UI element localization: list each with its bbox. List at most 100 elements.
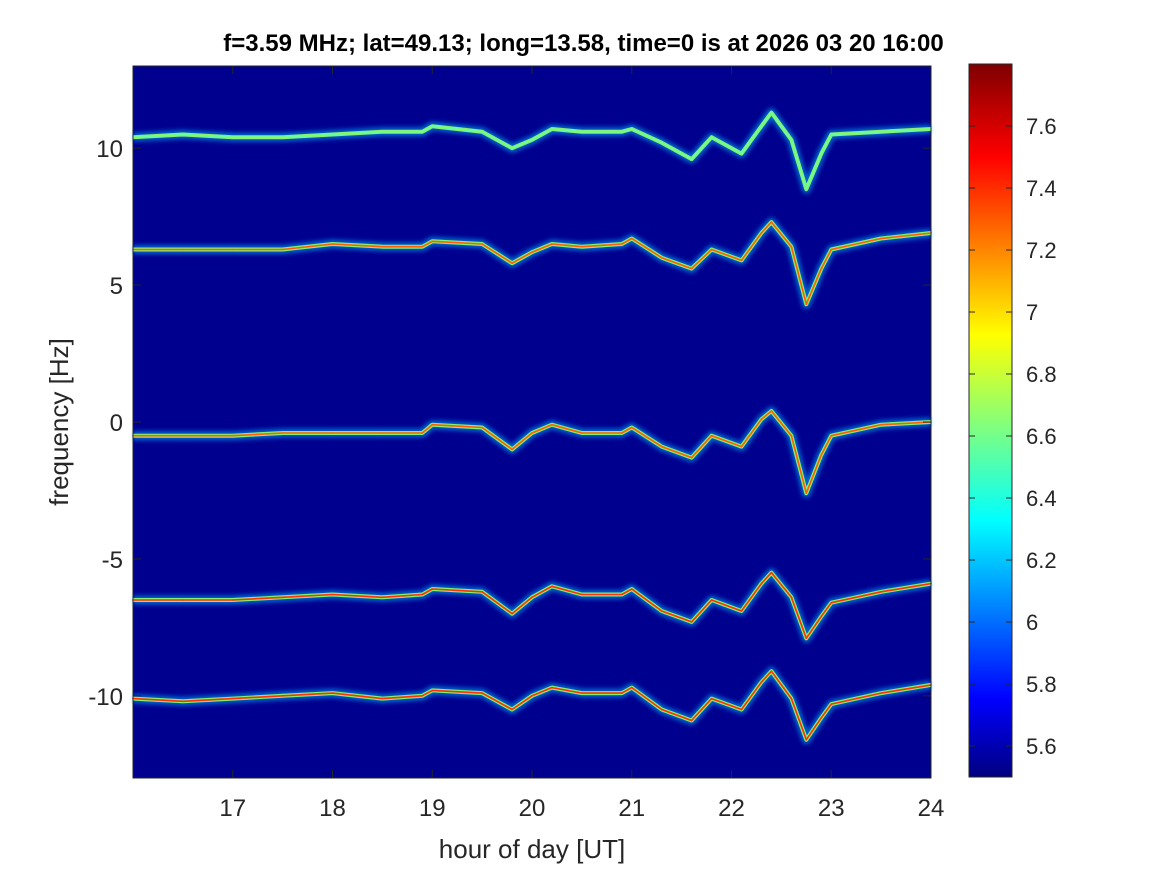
y-tick-label: -10 <box>88 684 123 711</box>
trace-2-point <box>281 248 284 251</box>
trace-4-point <box>740 610 743 612</box>
colorbar-tick-label: 7 <box>1026 300 1038 325</box>
colorbar-tick-label: 7.4 <box>1026 176 1057 201</box>
trace-4-point <box>830 601 833 604</box>
trace-4 <box>132 568 932 643</box>
trace-2-point <box>331 243 334 245</box>
x-tick-label: 23 <box>818 795 845 822</box>
chart-title: f=3.59 MHz; lat=49.13; long=13.58, time=… <box>223 30 944 57</box>
trace-2-point <box>381 245 384 248</box>
trace-5-point <box>381 697 384 700</box>
trace-1-point <box>820 152 823 155</box>
trace-2-point <box>182 248 184 251</box>
trace-4-point <box>690 621 693 623</box>
trace-5-point <box>740 708 743 711</box>
x-tick-label: 21 <box>618 795 645 822</box>
trace-2-point <box>880 237 882 240</box>
trace-5-point <box>805 738 808 741</box>
trace-3-point <box>621 432 623 434</box>
trace-4-point <box>880 591 882 593</box>
trace-5 <box>132 666 932 745</box>
trace-1-point <box>581 130 583 133</box>
x-tick-label: 24 <box>918 795 945 822</box>
trace-4-point <box>790 596 793 599</box>
trace-4-point <box>431 588 434 590</box>
trace-3-point <box>631 426 633 429</box>
y-axis-ticks: 10 5 0 -5 -10 <box>88 136 931 711</box>
trace-2-point <box>760 232 763 234</box>
trace-2-point <box>421 245 424 248</box>
trace-3-point <box>740 445 743 448</box>
trace-2-point <box>805 303 808 306</box>
colorbar-tick-label: 6.8 <box>1026 362 1057 387</box>
trace-3-point <box>531 432 533 434</box>
trace-3-point <box>331 432 334 434</box>
trace-1-point <box>481 130 483 133</box>
trace-5-point <box>690 719 693 722</box>
trace-3-point <box>660 445 663 448</box>
trace-5-point <box>511 708 513 711</box>
trace-2-point <box>531 251 533 253</box>
trace-3-point <box>381 432 384 434</box>
trace-5-point <box>621 692 623 694</box>
trace-1-point <box>660 141 663 144</box>
x-tick-label: 22 <box>718 795 745 822</box>
trace-5-point <box>421 695 424 697</box>
trace-5-point <box>431 689 434 692</box>
trace-3-point <box>880 423 882 426</box>
trace-3-point <box>481 426 483 429</box>
trace-2-point <box>431 240 434 243</box>
trace-2-point <box>740 259 743 262</box>
trace-4-point <box>281 596 284 599</box>
colorbar-tick-label: 5.6 <box>1026 734 1057 759</box>
trace-5-point <box>481 692 483 694</box>
trace-4-point <box>381 596 384 599</box>
trace-1-point <box>281 136 284 138</box>
trace-1-point <box>760 125 763 127</box>
trace-4-point <box>531 596 533 599</box>
trace-1-point <box>710 136 713 138</box>
trace-2-point <box>511 262 513 265</box>
trace-2-point <box>830 248 833 251</box>
trace-5-point <box>880 692 882 694</box>
y-tick-label: 5 <box>110 273 123 300</box>
trace-1 <box>132 108 932 194</box>
colorbar-ticks: 7.6 7.4 7.2 7 6.8 6.6 6.4 6.2 6 5.8 5.6 <box>969 114 1057 759</box>
trace-5-point <box>760 681 763 683</box>
trace-4-point <box>760 582 763 585</box>
trace-5-point <box>331 692 334 694</box>
trace-3-point <box>551 423 553 426</box>
colorbar-tick-label: 7.2 <box>1026 238 1057 263</box>
trace-3-point <box>830 434 833 437</box>
y-tick-label: 10 <box>96 136 123 163</box>
x-tick-label: 17 <box>219 795 246 822</box>
trace-4-point <box>232 599 234 601</box>
trace-2-point <box>631 237 633 240</box>
trace-4-point <box>421 593 424 596</box>
trace-2-point <box>621 243 623 245</box>
trace-3-point <box>421 432 424 434</box>
trace-1-point <box>421 130 424 133</box>
trace-4-point <box>481 591 483 593</box>
y-axis-label: frequency [Hz] <box>44 338 74 506</box>
trace-5-point <box>232 697 234 700</box>
trace-1-point <box>232 136 234 138</box>
trace-4-point <box>621 593 623 596</box>
trace-1-point <box>805 188 808 190</box>
trace-1-point <box>631 128 633 130</box>
x-tick-label: 19 <box>419 795 446 822</box>
trace-1-point <box>880 130 882 133</box>
trace-2-point <box>820 267 823 270</box>
colorbar-tick-label: 6 <box>1026 610 1038 635</box>
trace-4-point <box>331 593 334 596</box>
trace-2-point <box>581 245 583 248</box>
trace-4-point <box>631 588 633 590</box>
x-axis-ticks: 17 18 19 20 21 22 23 24 <box>219 66 944 822</box>
trace-4-point <box>551 585 553 588</box>
trace-1-point <box>381 130 384 133</box>
trace-4-point <box>581 593 583 596</box>
trace-3-point <box>760 418 763 421</box>
trace-1-point <box>531 139 533 141</box>
trace-2-point <box>710 248 713 251</box>
